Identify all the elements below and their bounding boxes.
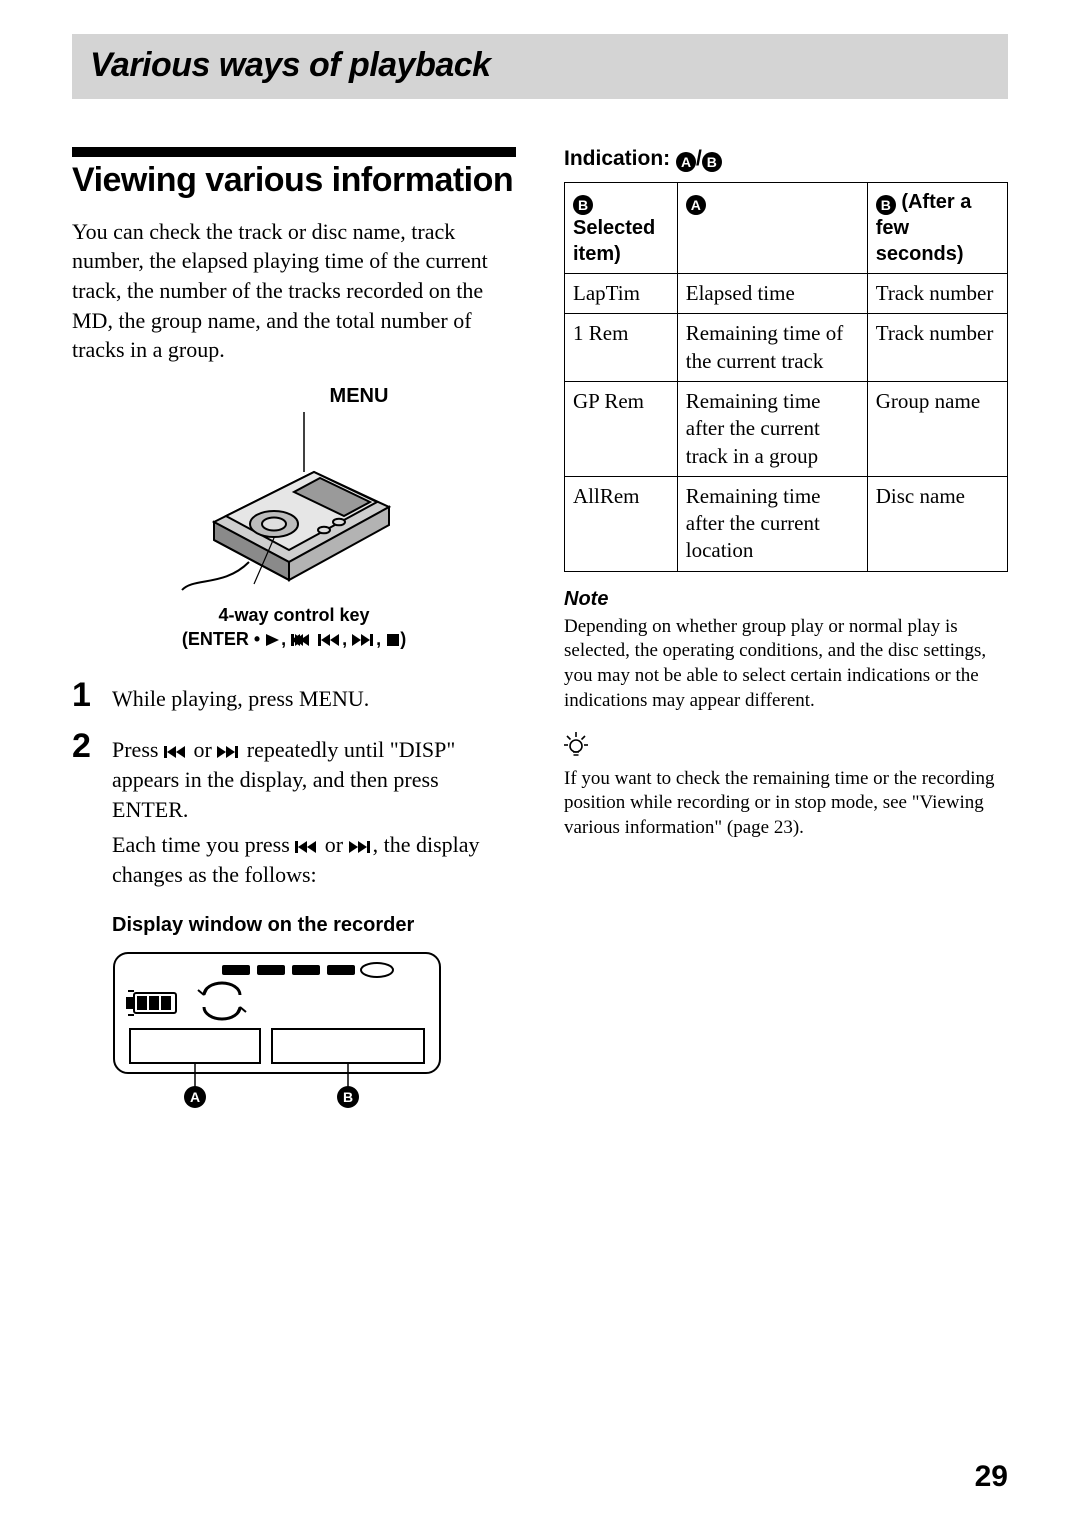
table-cell: Track number (867, 274, 1007, 314)
circled-a-icon: A (676, 152, 696, 172)
stop-icon (386, 633, 400, 647)
heading-rule (72, 147, 516, 157)
step-text: While playing, press MENU. (112, 684, 369, 714)
table-cell: Remaining time after the current track i… (677, 381, 867, 476)
prev-icon (295, 840, 319, 854)
step-number: 2 (72, 729, 112, 895)
step-number: 1 (72, 678, 112, 720)
display-illustration: A B (112, 951, 516, 1116)
table-row: AllRem Remaining time after the current … (565, 476, 1008, 571)
table-cell: Remaining time of the current track (677, 314, 867, 382)
circled-b-icon: B (876, 195, 896, 215)
table-row: LapTim Elapsed time Track number (565, 274, 1008, 314)
left-column: Viewing various information You can chec… (72, 147, 516, 1116)
table-header: B Selected item) (565, 183, 678, 274)
note-title: Note (564, 588, 1008, 611)
step-body: Press or repeatedly until "DISP" a (112, 729, 516, 895)
display-heading: Display window on the recorder (112, 914, 516, 937)
table-cell: Disc name (867, 476, 1007, 571)
control-key-line1: 4-way control key (218, 605, 369, 625)
table-body: LapTim Elapsed time Track number 1 Rem R… (565, 274, 1008, 572)
indication-label: Indication: (564, 147, 670, 170)
indication-table: B Selected item) A B (After a few second… (564, 182, 1008, 572)
tip-icon (564, 732, 1008, 763)
table-cell: AllRem (565, 476, 678, 571)
next-icon (349, 840, 373, 854)
steps-list: 1 While playing, press MENU. 2 Press (72, 678, 516, 896)
tip-body: If you want to check the remaining time … (564, 767, 1008, 841)
svg-text:A: A (190, 1089, 200, 1105)
next-icon (217, 745, 241, 759)
intro-paragraph: You can check the track or disc name, tr… (72, 217, 516, 365)
play-icon (265, 633, 281, 647)
step-text: Press or repeatedly until "DISP" a (112, 735, 516, 824)
banner-title: Various ways of playback (90, 46, 990, 85)
indication-heading: Indication: A/B (564, 147, 1008, 172)
prev-icon (164, 745, 188, 759)
section-banner: Various ways of playback (72, 34, 1008, 99)
table-header: A (677, 183, 867, 274)
step-item: 1 While playing, press MENU. (72, 678, 516, 720)
control-key-line2-prefix: ENTER • (188, 629, 265, 649)
table-row: GP Rem Remaining time after the current … (565, 381, 1008, 476)
right-column: Indication: A/B B Selected item) A B (Af… (564, 147, 1008, 1116)
table-row: 1 Rem Remaining time of the current trac… (565, 314, 1008, 382)
device-illustration (72, 412, 516, 597)
table-cell: Elapsed time (677, 274, 867, 314)
table-cell: 1 Rem (565, 314, 678, 382)
table-header: B (After a few seconds) (867, 183, 1007, 274)
section-title: Viewing various information (72, 163, 516, 199)
step-text: Each time you press or , the display cha… (112, 830, 516, 889)
prev-icon (318, 633, 342, 647)
table-cell: Remaining time after the current locatio… (677, 476, 867, 571)
table-cell: Track number (867, 314, 1007, 382)
prev-track-icon (291, 633, 313, 647)
control-key-label: 4-way control key (ENTER • , , , ) (72, 603, 516, 652)
two-column-layout: Viewing various information You can chec… (72, 147, 1008, 1116)
table-cell: LapTim (565, 274, 678, 314)
header-text: Selected item) (573, 217, 655, 265)
page-number: 29 (975, 1460, 1008, 1494)
table-header-row: B Selected item) A B (After a few second… (565, 183, 1008, 274)
next-icon (352, 633, 376, 647)
circled-b-icon: B (702, 152, 722, 172)
circled-a-icon: A (686, 195, 706, 215)
note-body: Depending on whether group play or norma… (564, 615, 1008, 714)
table-cell: GP Rem (565, 381, 678, 476)
step-body: While playing, press MENU. (112, 678, 369, 720)
svg-text:B: B (343, 1089, 353, 1105)
step-item: 2 Press or (72, 729, 516, 895)
menu-label: MENU (202, 385, 516, 408)
circled-b-icon: B (573, 195, 593, 215)
table-cell: Group name (867, 381, 1007, 476)
